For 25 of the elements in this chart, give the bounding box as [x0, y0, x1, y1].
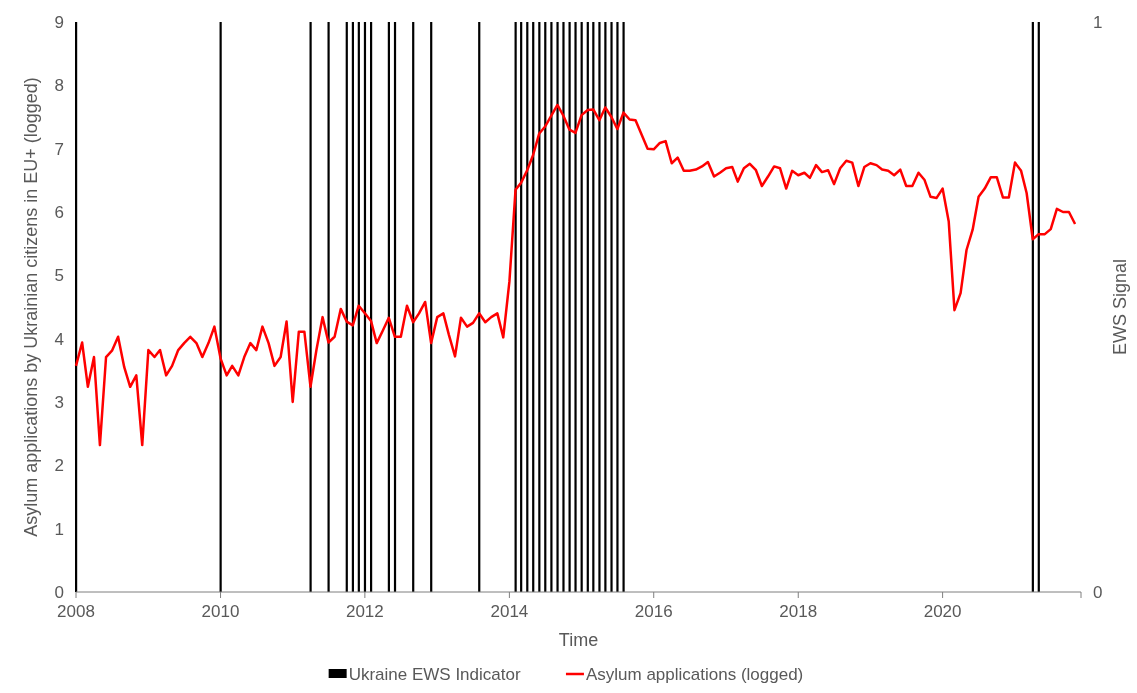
y-tick-label: 6 — [54, 203, 64, 222]
legend-label: Asylum applications (logged) — [585, 665, 804, 684]
y-tick-label: 9 — [54, 13, 64, 32]
x-tick-label: 2010 — [201, 602, 240, 621]
y-tick-label: 8 — [54, 76, 64, 96]
y-tick-label: 1 — [54, 519, 64, 539]
x-tick-label: 2018 — [779, 602, 818, 621]
x-tick-label: 2020 — [923, 602, 962, 621]
y-tick-label: 2 — [54, 456, 64, 476]
y-tick-label: 3 — [54, 393, 64, 412]
y-tick-label: 0 — [54, 583, 64, 602]
x-tick-label: 2012 — [345, 602, 384, 621]
x-tick-label: 2016 — [634, 602, 673, 621]
y-axis-title: Asylum applications by Ukrainian citizens in EU+ (logged) — [21, 77, 41, 537]
y-tick-label: 5 — [54, 266, 64, 286]
y-tick-label: 7 — [54, 139, 64, 159]
line-series — [74, 103, 1077, 447]
x-tick-label: 2014 — [490, 602, 529, 621]
y2-axis-title: EWS Signal — [1110, 258, 1130, 356]
x-axis-title: Time — [558, 630, 599, 650]
x-tick-label: 2008 — [57, 602, 95, 621]
legend-label: Ukraine EWS Indicator — [348, 665, 521, 684]
y2-tick-label: 1 — [1093, 13, 1103, 32]
y2-tick-label: 0 — [1093, 583, 1103, 602]
y-tick-label: 4 — [54, 329, 64, 349]
